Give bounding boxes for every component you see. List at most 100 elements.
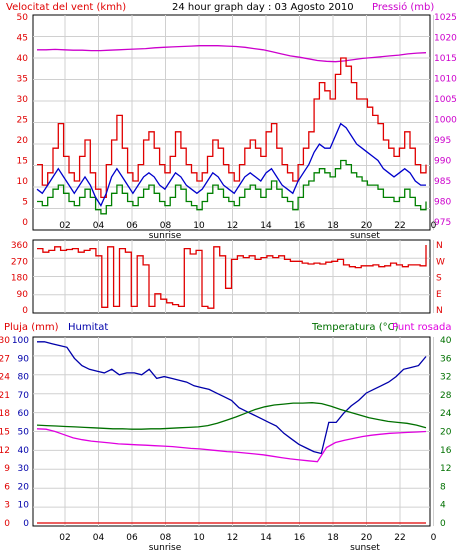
temperature-tick: 36 — [440, 354, 452, 364]
wind-direction-line — [37, 245, 427, 309]
wind-speed-tick: 50 — [17, 13, 29, 23]
wind-speed-tick: 0 — [22, 218, 28, 228]
pressure-tick: 995 — [434, 136, 451, 146]
x-tick-label: 14 — [260, 221, 272, 231]
x-tick-label: 06 — [126, 221, 138, 231]
rain-axis-title: Pluja (mm) — [4, 322, 59, 333]
sunrise-marker: sunrise — [149, 231, 182, 241]
x-tick-label: 02 — [59, 221, 70, 231]
x-tick-label: 18 — [327, 221, 339, 231]
humidity-tick: 100 — [12, 336, 29, 346]
wind-pressure-grid — [33, 15, 434, 230]
x-tick-label: 04 — [93, 221, 105, 231]
temperature-tick: 8 — [440, 482, 446, 492]
wind-speed-tick: 20 — [17, 136, 29, 146]
temperature-tick: 20 — [440, 428, 452, 438]
wind-speed-axis-title: Velocitat del vent (kmh) — [6, 2, 126, 13]
wind-speed-tick: 30 — [17, 95, 29, 105]
temperature-tick: 16 — [440, 446, 452, 456]
wind-direction-series — [37, 245, 427, 309]
wind-pressure-ticks: 0510152025303540455097598098599099510001… — [17, 13, 458, 241]
sunset-marker: sunset — [350, 543, 380, 553]
wind-speed-tick: 15 — [17, 157, 28, 167]
rain-tick: 15 — [0, 428, 10, 438]
rain-tick: 24 — [0, 373, 10, 383]
temperature-tick: 0 — [440, 519, 446, 529]
humidity-tick: 50 — [18, 428, 30, 438]
humidity-tick: 0 — [23, 519, 29, 529]
wind-speed-tick: 5 — [22, 198, 28, 208]
pressure-tick: 1025 — [434, 13, 457, 23]
pressure-axis-title: Pressió (mb) — [372, 1, 434, 13]
pressure-line — [37, 45, 427, 63]
x-tick-label: 12 — [227, 533, 238, 543]
x-tick-label: 16 — [294, 221, 306, 231]
temperature-tick: 12 — [440, 464, 451, 474]
x-tick-label: 02 — [59, 533, 70, 543]
humidity-tick: 20 — [18, 482, 30, 492]
pressure-tick: 1015 — [434, 54, 457, 64]
sunrise-marker: sunrise — [149, 543, 182, 553]
x-tick-label: 10 — [193, 221, 205, 231]
humidity-tick: 30 — [18, 464, 30, 474]
humidity-line — [37, 341, 427, 455]
pressure-tick: 985 — [434, 177, 451, 187]
wind-speed-tick: 35 — [17, 75, 28, 85]
humidity-tick: 70 — [18, 391, 30, 401]
humidity-tick: 60 — [18, 409, 30, 419]
pressure-tick: 1020 — [434, 34, 457, 44]
wind-speed-tick: 45 — [17, 34, 28, 44]
rain-tick: 3 — [4, 501, 10, 511]
pressure-tick: 990 — [434, 157, 451, 167]
temperature-tick: 28 — [440, 391, 452, 401]
x-tick-label: 08 — [160, 533, 172, 543]
wind-direction-compass-tick: W — [436, 257, 445, 267]
dewpoint-axis-title: Punt rosada — [392, 322, 451, 333]
x-tick-label: 22 — [394, 533, 405, 543]
x-tick-label: 16 — [294, 533, 306, 543]
humidity-tick: 10 — [18, 501, 30, 511]
x-tick-label: 0 — [431, 221, 437, 231]
dewpoint-line — [36, 428, 427, 463]
wind-direction-degree-tick: 90 — [17, 290, 29, 300]
rain-tick: 30 — [0, 336, 10, 346]
rain-tick: 6 — [4, 482, 10, 492]
x-tick-label: 14 — [260, 533, 272, 543]
x-tick-label: 22 — [394, 221, 405, 231]
wind-direction-grid — [33, 240, 434, 313]
wind-direction-degree-tick: 360 — [11, 241, 28, 251]
rain-tick: 27 — [0, 354, 10, 364]
x-tick-label: 20 — [361, 533, 373, 543]
pressure-tick: 975 — [434, 218, 451, 228]
rain-tick: 12 — [0, 446, 10, 456]
wind-mean-line — [36, 122, 426, 207]
pressure-tick: 1005 — [434, 95, 457, 105]
temperature-tick: 24 — [440, 409, 452, 419]
pressure-tick: 980 — [434, 198, 451, 208]
wind-direction-degree-tick: 270 — [11, 257, 28, 267]
x-tick-label: 06 — [126, 533, 138, 543]
humidity-tick: 40 — [18, 446, 30, 456]
temp-humidity-grid — [33, 337, 434, 526]
x-tick-label: 0 — [431, 533, 437, 543]
humidity-tick: 90 — [18, 354, 30, 364]
temperature-tick: 32 — [440, 373, 451, 383]
wind-gust-line — [37, 57, 427, 199]
wind-speed-tick: 25 — [17, 116, 28, 126]
wind-direction-compass-tick: E — [436, 290, 442, 300]
rain-tick: 9 — [4, 464, 10, 474]
temperature-line — [36, 402, 427, 430]
x-tick-label: 10 — [193, 533, 205, 543]
temperature-tick: 4 — [440, 501, 446, 511]
wind-direction-compass-tick: N — [436, 306, 443, 316]
rain-tick: 18 — [0, 409, 10, 419]
humidity-axis-title: Humitat — [68, 322, 108, 333]
x-tick-label: 20 — [361, 221, 373, 231]
wind-speed-tick: 10 — [17, 177, 29, 187]
humidity-tick: 80 — [18, 373, 30, 383]
x-tick-label: 18 — [327, 533, 339, 543]
pressure-tick: 1000 — [434, 116, 457, 126]
